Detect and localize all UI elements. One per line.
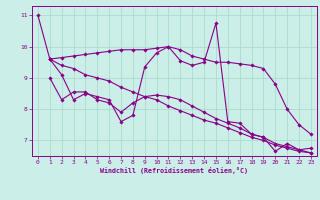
X-axis label: Windchill (Refroidissement éolien,°C): Windchill (Refroidissement éolien,°C) <box>100 167 248 174</box>
